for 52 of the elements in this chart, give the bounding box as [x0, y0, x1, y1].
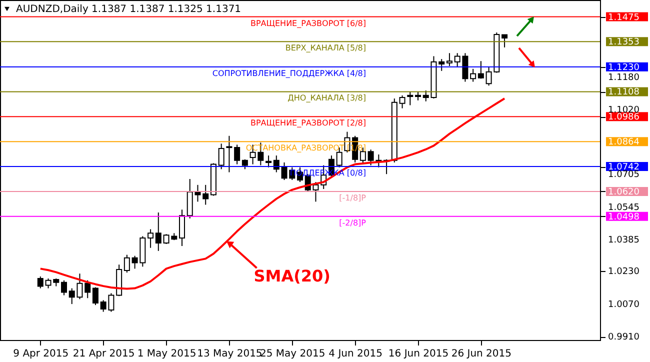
y-tick-label: 0.9910 — [608, 332, 640, 343]
y-tick-label: 1.1230 — [608, 62, 640, 73]
candlestick — [37, 276, 44, 289]
candlestick — [148, 228, 154, 248]
candlestick — [234, 144, 240, 165]
candlestick — [218, 143, 224, 170]
ref-line-label: ВРАЩЕНИЕ_РАЗВОРОТ [6/8] — [250, 18, 366, 28]
candlestick — [84, 280, 91, 299]
y-tick-label: 1.1180 — [608, 73, 640, 84]
y-tick-label: 1.0705 — [608, 170, 640, 180]
candlestick — [407, 91, 414, 106]
y-tick-label: 1.0620 — [608, 187, 640, 198]
ref-line-label: [-1/8]P — [339, 193, 366, 202]
x-tick-label: 1 May 2015 — [137, 348, 196, 360]
ref-line-label: ДНО_КАНАЛА [3/8] — [288, 94, 366, 103]
y-tick-label: 1.1475 — [608, 12, 640, 23]
x-tick-label: 26 Jun 2015 — [451, 348, 512, 360]
candlestick — [179, 209, 185, 247]
ref-line-label: ВРАЩЕНИЕ_РАЗВОРОТ [2/8] — [250, 118, 366, 128]
ref-line-label: ВЕРХ_КАНАЛА [5/8] — [285, 44, 366, 53]
ref-line-label: [-2/8]P — [339, 218, 366, 228]
y-tick-label: 1.0230 — [608, 267, 640, 278]
ref-line-label: СОПРОТИВЛЕНИЕ_ПОДДЕРЖКА [4/8] — [212, 68, 366, 78]
x-tick-label: 4 Jun 2015 — [328, 348, 382, 360]
candlestick — [266, 154, 272, 168]
candlestick — [446, 52, 452, 66]
candlestick — [155, 212, 162, 252]
y-tick-label: 1.1353 — [608, 38, 640, 48]
candlestick — [226, 135, 232, 173]
candlestick — [61, 280, 67, 296]
chart-title: AUDNZD,Daily 1.1387 1.1387 1.1325 1.1371 — [16, 4, 242, 15]
candlestick — [92, 286, 98, 306]
candlestick — [202, 184, 209, 206]
candlestick — [242, 158, 248, 170]
candlestick — [470, 68, 476, 82]
candlestick — [399, 94, 406, 109]
y-tick-label: 1.0385 — [608, 235, 640, 246]
y-tick-label: 1.0070 — [608, 300, 640, 310]
candlestick — [502, 34, 508, 48]
x-tick-label: 13 May 2015 — [197, 348, 262, 360]
y-tick-label: 1.0864 — [608, 138, 640, 148]
y-tick-label: 1.0545 — [608, 202, 640, 213]
y-tick-label: 1.0498 — [608, 212, 640, 222]
x-tick-label: 16 Jun 2015 — [388, 348, 449, 360]
candlestick — [438, 58, 445, 72]
candlestick — [478, 60, 484, 80]
y-tick-label: 1.1108 — [608, 88, 640, 98]
legend-label: SMA(20) — [254, 266, 330, 286]
x-tick-label: 9 Apr 2015 — [13, 348, 69, 360]
x-tick-label: 21 Apr 2015 — [72, 348, 135, 360]
x-tick-label: 25 May 2015 — [260, 348, 326, 360]
candlestick — [124, 254, 130, 274]
